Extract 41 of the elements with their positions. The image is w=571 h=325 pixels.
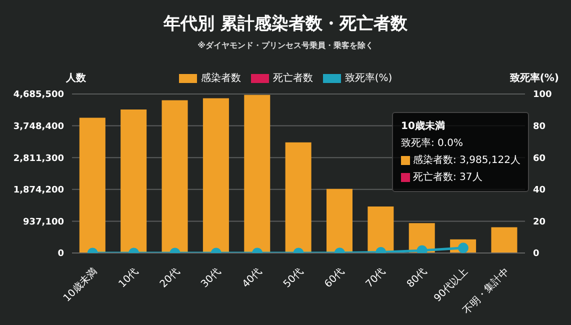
legend-label: 死亡者数 bbox=[272, 72, 313, 85]
x-tick-label: 10歳未満 bbox=[60, 266, 100, 304]
x-tick-label: 30代 bbox=[199, 266, 224, 290]
y2-tick-label: 40 bbox=[533, 186, 546, 196]
bar bbox=[368, 206, 394, 253]
bar bbox=[285, 142, 312, 253]
y2-tick-label: 80 bbox=[533, 122, 546, 132]
y2-tick-label: 0 bbox=[533, 249, 540, 260]
y-tick-label: 1,874,200 bbox=[13, 186, 64, 196]
bar bbox=[491, 227, 518, 253]
bar bbox=[79, 118, 106, 253]
chart-subtitle: ※ダイヤモンド・プリンセス号乗員・乗客を除く bbox=[196, 40, 374, 51]
x-tick-label: 50代 bbox=[282, 266, 306, 290]
x-tick-label: 20代 bbox=[158, 266, 182, 290]
bar bbox=[326, 188, 353, 253]
y-axis-title: 人数 bbox=[66, 72, 86, 85]
y-tick-label: 937,100 bbox=[23, 217, 64, 228]
y2-tick-label: 100 bbox=[533, 90, 552, 100]
x-tick-label: 60代 bbox=[322, 266, 347, 290]
y-tick-label: 3,748,400 bbox=[13, 122, 64, 132]
bar bbox=[244, 94, 270, 253]
legend-label: 感染者数 bbox=[200, 72, 241, 85]
x-tick-label: 40代 bbox=[240, 266, 264, 290]
y2-axis-title: 致死率(%) bbox=[510, 71, 559, 85]
y-tick-label: 2,811,300 bbox=[13, 154, 64, 164]
chart-title: 年代別 累計感染者数・死亡者数 bbox=[162, 13, 408, 35]
bar bbox=[120, 109, 147, 253]
bar bbox=[162, 100, 188, 253]
legend-label: 致死率(%) bbox=[344, 72, 392, 85]
x-tick-label: 80代 bbox=[405, 266, 430, 290]
annotation: 感染者数: 3,985,122人 bbox=[413, 154, 520, 168]
annotation: 死亡者数: 37人 bbox=[413, 170, 482, 185]
x-tick-label: 70代 bbox=[364, 266, 388, 290]
annotation: 10歳未満 bbox=[401, 120, 445, 134]
x-tick-label: 10代 bbox=[116, 266, 141, 290]
y2-tick-label: 60 bbox=[533, 154, 546, 164]
annotation: 致死率: 0.0% bbox=[401, 136, 463, 151]
y-tick-label: 0 bbox=[58, 249, 64, 260]
bar bbox=[202, 98, 229, 253]
y2-tick-label: 20 bbox=[533, 217, 546, 228]
y-tick-label: 4,685,500 bbox=[13, 90, 64, 100]
